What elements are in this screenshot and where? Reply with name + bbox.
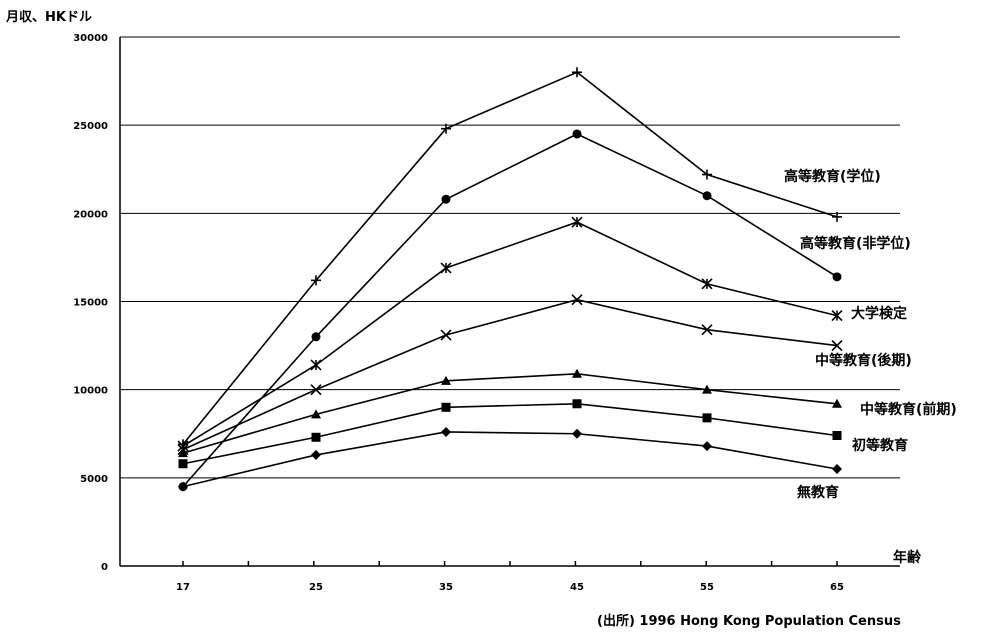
x-axis-label: 年齢 [893,550,921,566]
data-point-triangle [572,368,582,378]
data-point-x [571,294,583,306]
series-line-3 [182,298,838,451]
data-point-asterisk [831,310,843,322]
data-point-square [572,399,582,409]
data-point-square [441,402,451,412]
data-point-square [832,431,842,441]
x-tick-label: 45 [570,582,584,593]
data-point-square [311,432,321,442]
series-label-higher-degree: 高等教育(学位) [784,169,881,185]
data-point-diamond [572,428,582,439]
series-line-2 [182,221,838,447]
series-line-6 [182,431,838,488]
data-point-triangle [702,384,712,394]
y-tick-label: 15000 [73,298,108,309]
data-point-x [701,324,713,336]
x-tick-label: 17 [176,582,190,593]
data-point-diamond [832,464,842,475]
data-point-square [178,459,188,469]
data-point-circle [572,129,582,139]
data-point-plus [832,211,842,222]
data-point-triangle [832,398,842,408]
data-point-diamond [702,441,712,452]
data-point-asterisk [701,278,713,290]
data-point-diamond [178,481,188,492]
x-tick-label: 35 [439,582,453,593]
x-tick-label: 55 [700,582,714,593]
series-label-primary: 初等教育 [852,438,908,454]
data-point-diamond [311,449,321,460]
series-line-1 [182,133,838,488]
series-line-4 [182,372,838,454]
y-tick-label: 5000 [80,474,108,485]
data-point-circle [311,332,321,342]
series-label-upper-secondary: 中等教育(後期) [815,353,912,369]
data-point-x [831,340,843,352]
data-point-circle [441,194,451,204]
series-line-5 [182,402,838,465]
data-point-diamond [441,426,451,437]
data-point-x [440,329,452,341]
data-point-asterisk [440,262,452,274]
data-point-plus [311,275,321,286]
y-tick-label: 0 [101,562,108,573]
y-axis-label: 月収、HKドル [6,10,92,25]
y-tick-label: 30000 [73,33,108,44]
series-label-lower-secondary: 中等教育(前期) [860,402,957,418]
x-tick-label: 25 [309,582,323,593]
data-point-asterisk [571,216,583,228]
data-point-triangle [311,409,321,419]
data-point-circle [832,272,842,282]
y-tick-label: 10000 [73,386,108,397]
data-point-asterisk [310,359,322,371]
data-point-circle [702,191,712,201]
data-point-plus [441,123,451,134]
series-label-higher-nondegree: 高等教育(非学位) [800,236,911,252]
series-label-matriculation: 大学検定 [851,306,907,322]
series-line-0 [182,71,838,445]
data-point-plus [702,169,712,180]
data-point-square [702,413,712,423]
data-point-x [310,384,322,396]
data-point-plus [572,67,582,78]
series-label-no-schooling: 無教育 [797,485,839,501]
y-tick-label: 25000 [73,121,108,132]
data-point-triangle [178,448,188,458]
data-point-triangle [441,375,451,385]
x-tick-label: 65 [830,582,844,593]
source-note: (出所) 1996 Hong Kong Population Census [597,614,901,629]
y-tick-label: 20000 [73,209,108,220]
